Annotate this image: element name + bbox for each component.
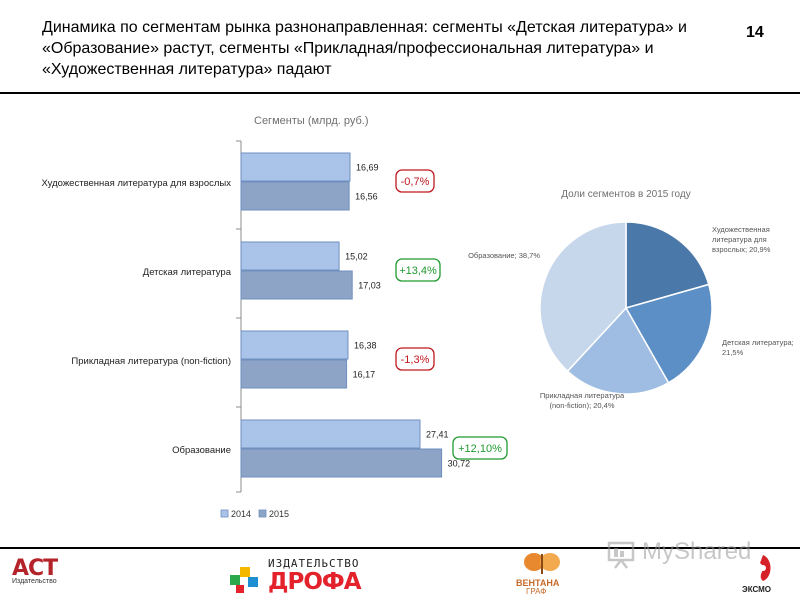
change-badge (395, 169, 435, 193)
legend-swatch-2015 (258, 509, 267, 518)
ventana-logo-subtext: ГРАФ (526, 587, 547, 596)
drofa-mark-icon (230, 567, 258, 593)
pie-slice-label: Образование; 38,7% (468, 251, 540, 260)
bar-2015 (240, 181, 350, 211)
bar-value-label: 27,41 (426, 430, 449, 440)
slide-title: Динамика по сегментам рынка разнонаправл… (42, 19, 687, 78)
bar-value-label: 30,72 (448, 459, 471, 469)
bar-2015 (240, 359, 348, 389)
footer-divider (0, 547, 800, 549)
ventana-logo: ВЕНТАНА ГРАФ (512, 550, 572, 596)
change-badge (452, 436, 508, 460)
bar-value-label: 16,69 (356, 163, 379, 173)
change-badge (395, 258, 441, 282)
drofa-logo-subtext: ИЗДАТЕЛЬСТВО (268, 557, 360, 570)
legend-label: 2015 (269, 509, 289, 519)
legend-label: 2014 (231, 509, 251, 519)
page-number: 14 (746, 24, 764, 41)
category-label: Образование (172, 445, 231, 456)
bar-value-label: 16,17 (353, 370, 376, 380)
ast-logo-text: АСТ (12, 556, 58, 581)
category-label: Детская литература (143, 267, 232, 278)
category-label: Прикладная литература (non-fiction) (71, 356, 231, 367)
pie-slice-label: Художественная литература для взрослых; 20… (712, 225, 771, 254)
change-badge-label: +12,10% (458, 443, 502, 455)
drofa-logo: ИЗДАТЕЛЬСТВО ДРОФА (228, 555, 388, 597)
bar-value-label: 16,38 (354, 341, 377, 351)
bar-value-label: 15,02 (345, 252, 368, 262)
change-badge-label: -1,3% (401, 354, 430, 366)
pie-slice (625, 221, 710, 309)
presentation-icon (607, 541, 635, 569)
pie-slice-label: Детская литература; 21,5% (722, 338, 794, 357)
header-divider (0, 92, 800, 94)
watermark-text: MyShared (642, 538, 752, 565)
butterfly-icon (524, 553, 560, 574)
change-badge-label: +13,4% (399, 265, 437, 277)
bar-2015 (240, 270, 353, 300)
bar-2014 (240, 330, 349, 360)
pie-slice (566, 306, 670, 395)
ventana-logo-text: ВЕНТАНА (516, 578, 560, 588)
drofa-logo-text: ДРОФА (268, 569, 362, 595)
watermark: MyShared (606, 536, 766, 570)
eksmo-logo: ЭКСМО (740, 553, 790, 597)
ast-logo-subtext: Издательство (12, 578, 57, 585)
bar-2015 (240, 448, 443, 478)
legend-swatch-2014 (220, 509, 229, 518)
change-badge-label: -0,7% (401, 176, 430, 188)
change-badge (395, 347, 435, 371)
eksmo-mark-icon (760, 555, 771, 581)
pie-slice-label: Прикладная литература (non-fiction); 20,4… (540, 391, 625, 410)
pie-chart-title: Доли сегментов в 2015 году (561, 189, 690, 200)
bar-value-label: 17,03 (358, 281, 381, 291)
bar-chart-title: Сегменты (млрд. руб.) (254, 115, 369, 127)
ast-logo: АСТ Издательство (12, 556, 66, 596)
category-label: Художественная литература для взрослых (42, 178, 232, 189)
bar-value-label: 16,56 (355, 192, 378, 202)
pie-slice (624, 283, 713, 384)
bar-2014 (240, 419, 421, 449)
eksmo-logo-text: ЭКСМО (742, 585, 772, 594)
bar-2014 (240, 241, 340, 271)
bar-2014 (240, 152, 351, 182)
pie-slice (539, 221, 627, 373)
